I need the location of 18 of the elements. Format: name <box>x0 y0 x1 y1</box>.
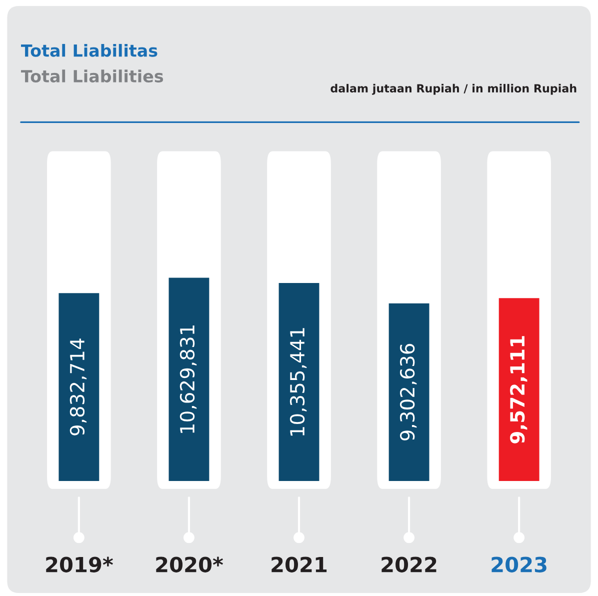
bar <box>497 296 541 482</box>
x-tick-label: 2019* <box>46 556 113 572</box>
x-tick-label: 2023 <box>492 556 546 572</box>
chart-title: Total Liabilitas <box>21 44 158 57</box>
data-label: 9,832,714 <box>70 338 87 436</box>
data-label: 10,629,831 <box>180 326 197 433</box>
data-label: 9,572,111 <box>510 336 528 444</box>
data-label: 10,355,441 <box>290 328 307 436</box>
x-tick-label: 2020* <box>156 556 223 572</box>
bar <box>387 302 431 482</box>
text: dalam jutaan Rupiah / in million Rupiah <box>330 84 576 95</box>
bar <box>167 276 211 482</box>
chart-subtitle: Total Liabilities <box>21 70 164 82</box>
bar <box>277 282 321 482</box>
x-tick-label: 2021 <box>272 556 327 572</box>
bar <box>57 292 101 482</box>
data-label: 9,302,636 <box>400 344 417 440</box>
x-tick-label: 2022 <box>382 556 436 572</box>
